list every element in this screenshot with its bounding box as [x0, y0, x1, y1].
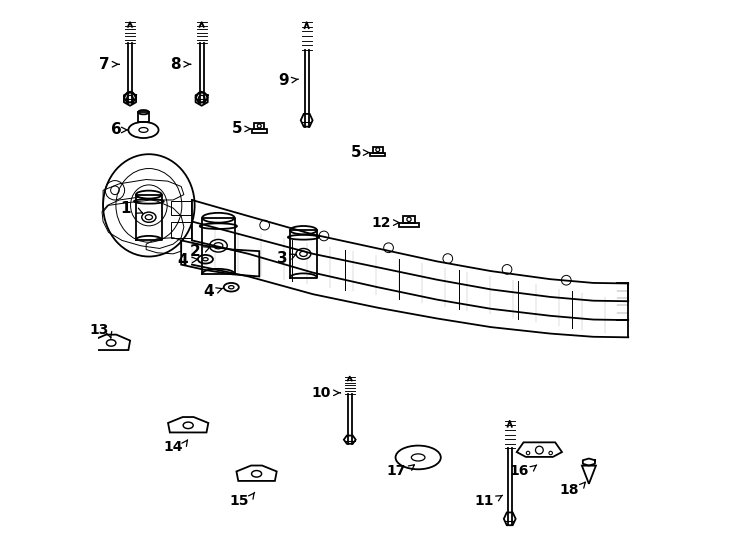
- Bar: [172, 221, 191, 238]
- Text: 2: 2: [189, 244, 200, 259]
- Text: 11: 11: [474, 494, 493, 508]
- Text: 3: 3: [277, 251, 287, 266]
- Text: 8: 8: [170, 57, 181, 72]
- Text: 5: 5: [351, 145, 362, 160]
- Bar: [138, 112, 149, 122]
- Text: 17: 17: [386, 464, 406, 478]
- Text: 4: 4: [178, 253, 188, 268]
- Text: 16: 16: [509, 464, 528, 478]
- Bar: [373, 147, 382, 153]
- Bar: [172, 201, 191, 215]
- Text: 18: 18: [559, 483, 578, 497]
- Text: 4: 4: [203, 284, 214, 299]
- Text: 12: 12: [371, 215, 391, 230]
- Bar: [255, 123, 264, 129]
- Text: 5: 5: [231, 122, 242, 137]
- Text: 9: 9: [278, 73, 289, 88]
- Text: 14: 14: [163, 440, 183, 454]
- Text: 1: 1: [120, 200, 131, 215]
- Bar: [399, 222, 418, 227]
- Bar: [370, 153, 385, 157]
- Text: 6: 6: [111, 123, 122, 138]
- Bar: [403, 216, 415, 222]
- Text: 10: 10: [311, 386, 331, 400]
- Text: 13: 13: [89, 323, 109, 338]
- Bar: [252, 129, 267, 133]
- Text: 15: 15: [229, 494, 249, 508]
- Text: 7: 7: [99, 57, 109, 72]
